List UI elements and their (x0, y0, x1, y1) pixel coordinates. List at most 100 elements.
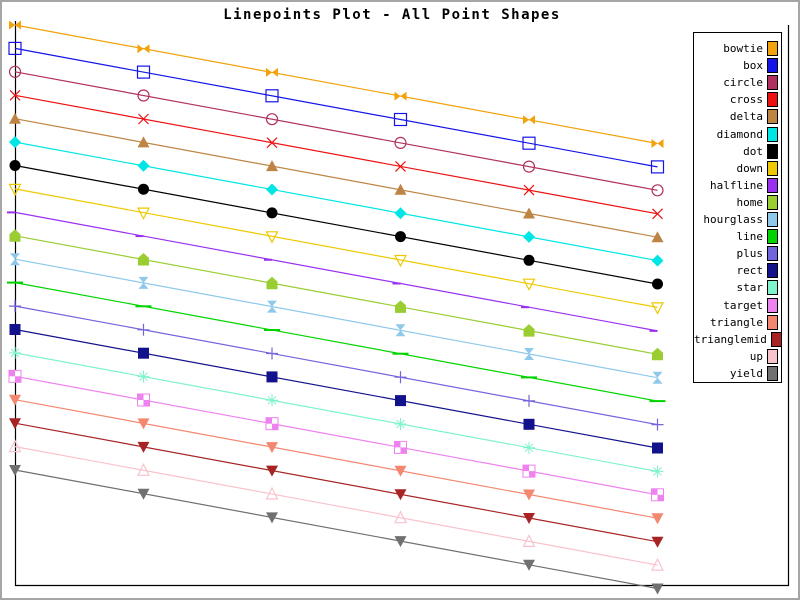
marker-target (265, 417, 279, 431)
marker-trianglemid (266, 465, 278, 477)
legend-swatch-hourglass (767, 212, 778, 227)
marker-box (650, 160, 665, 174)
marker-up (522, 534, 536, 547)
series-line-plus (14, 305, 658, 426)
chart-title: Linepoints Plot - All Point Shapes (223, 7, 561, 23)
series-yield (9, 465, 664, 595)
marker-cross (266, 137, 278, 149)
legend-item-trianglemid: trianglemid (694, 331, 782, 347)
marker-target (137, 393, 150, 407)
marker-circle (394, 136, 407, 149)
legend-swatch-triangle (767, 314, 778, 330)
marker-down (394, 254, 407, 268)
marker-circle (8, 65, 22, 78)
marker-diamond (137, 159, 150, 172)
marker-cross (652, 208, 663, 220)
legend-item-circle: circle (694, 75, 781, 91)
marker-star (266, 394, 278, 407)
marker-star (137, 370, 150, 383)
series-line-bowtie (14, 24, 658, 145)
legend-swatch-halfline (767, 177, 778, 193)
marker-home (9, 229, 21, 242)
series-line-cross (14, 94, 658, 215)
marker-delta (137, 136, 150, 148)
marker-delta (523, 207, 535, 219)
marker-plus (651, 418, 664, 431)
marker-home (523, 324, 535, 337)
series-line-star (14, 352, 658, 472)
marker-target (394, 440, 407, 454)
marker-cross (523, 184, 535, 196)
legend-item-box: box (694, 58, 781, 74)
marker-up (394, 510, 407, 524)
marker-dot (523, 254, 535, 266)
legend-label: triangle (710, 315, 763, 329)
legend-item-star: star (694, 280, 781, 296)
legend-item-yield: yield (694, 365, 781, 381)
series-home (9, 229, 663, 361)
series-box (8, 41, 665, 174)
marker-yield (651, 583, 664, 595)
legend-swatch-down (767, 160, 778, 176)
marker-bowtie (523, 115, 535, 125)
series-line-home (14, 235, 658, 355)
series-line-delta (14, 118, 658, 238)
legend-item-up: up (694, 348, 781, 364)
marker-diamond (9, 136, 21, 149)
legend-label: circle (723, 76, 763, 90)
legend-item-bowtie: bowtie (694, 41, 781, 56)
legend-swatch-cross (767, 92, 778, 108)
marker-up (137, 462, 150, 476)
series-line-triangle (14, 399, 658, 519)
legend-swatch-dot (767, 143, 778, 159)
marker-rect (395, 395, 406, 407)
marker-target (8, 369, 22, 383)
legend-item-line: line (694, 229, 781, 245)
legend-swatch-trianglemid (770, 331, 782, 347)
marker-cross (9, 89, 21, 101)
series-delta (9, 112, 664, 243)
marker-trianglemid (651, 536, 664, 548)
marker-down (137, 207, 150, 220)
marker-hourglass (10, 253, 20, 266)
legend-item-plus: plus (694, 246, 781, 262)
marker-rect (138, 347, 149, 359)
legend-item-triangle: triangle (694, 314, 781, 330)
marker-delta (9, 112, 21, 124)
series-line-down (14, 188, 658, 308)
marker-triangle (523, 489, 535, 501)
marker-diamond (394, 207, 407, 220)
series-star (9, 346, 664, 478)
marker-bowtie (394, 91, 407, 101)
series-line-yield (14, 469, 658, 590)
series-line-target (14, 375, 658, 496)
marker-rect (266, 371, 278, 383)
marker-trianglemid (523, 513, 535, 524)
marker-box (393, 112, 408, 127)
marker-home (652, 347, 663, 361)
legend-swatch-line (767, 229, 778, 245)
series-trianglemid (9, 418, 664, 548)
series-line-diamond (14, 141, 658, 262)
marker-plus (394, 371, 407, 384)
legend-swatch-plus (767, 246, 778, 262)
marker-dot (266, 207, 278, 219)
marker-dot (9, 160, 21, 171)
legend-item-halfline: halfline (694, 177, 781, 193)
legend-label: target (723, 298, 763, 312)
marker-rect (9, 324, 21, 335)
marker-delta (266, 160, 278, 172)
legend-item-cross: cross (694, 92, 781, 108)
legend-swatch-delta (767, 109, 778, 125)
series-down (8, 183, 664, 315)
legend-swatch-bowtie (767, 41, 778, 56)
marker-diamond (266, 183, 278, 196)
series-line-hourglass (14, 258, 658, 379)
marker-yield (137, 488, 150, 500)
legend-item-hourglass: hourglass (694, 212, 781, 227)
marker-circle (522, 160, 536, 173)
marker-circle (265, 113, 279, 126)
series-line-trianglemid (14, 422, 658, 543)
legend-swatch-yield (767, 365, 778, 381)
